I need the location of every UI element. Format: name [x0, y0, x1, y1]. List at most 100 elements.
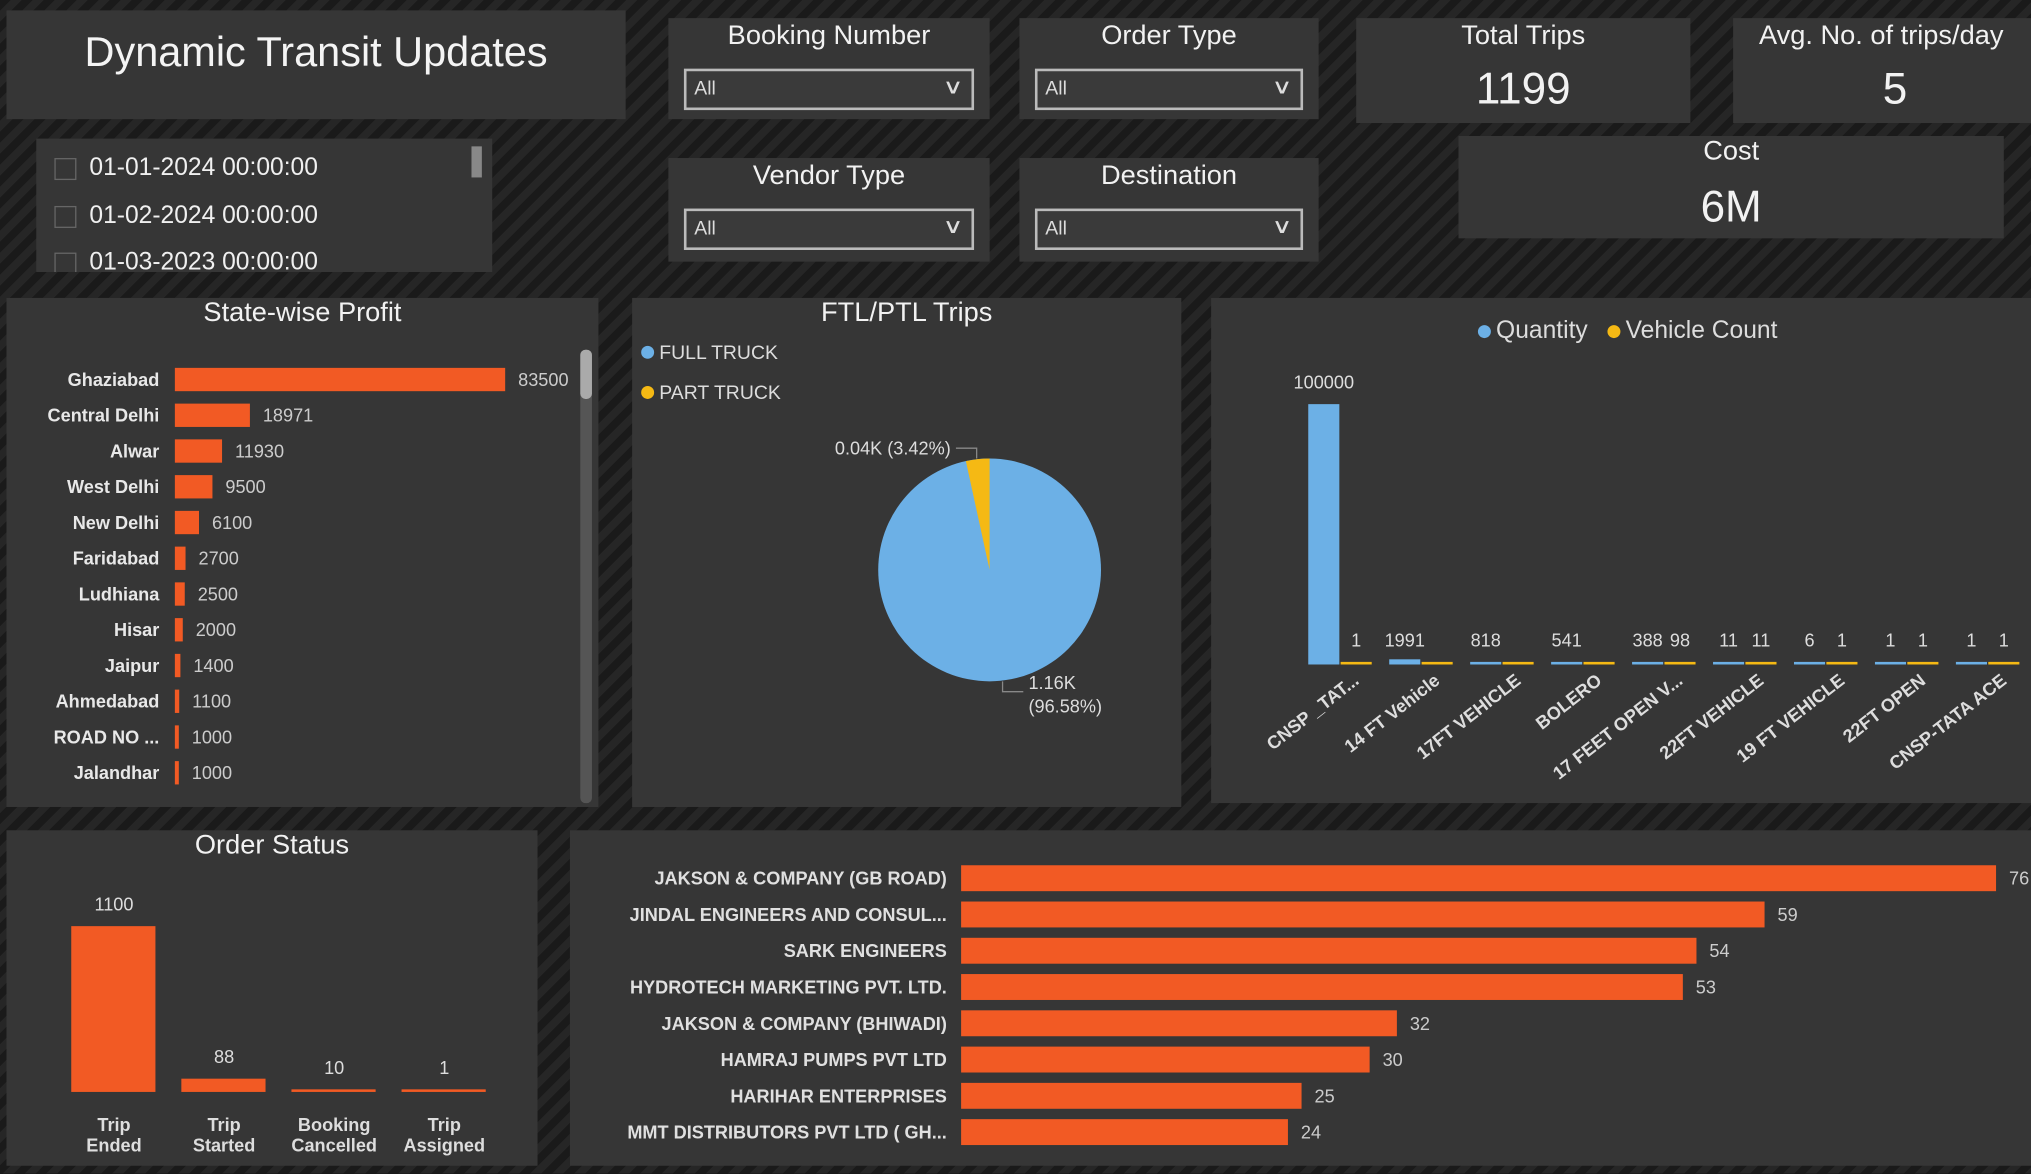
category-label: Alwar — [110, 441, 159, 461]
date-label: 01-01-2024 00:00:00 — [89, 154, 318, 182]
vehicle-count-label: 1 — [1837, 630, 1847, 650]
category-label: Cancelled — [291, 1136, 377, 1156]
category-label: Booking — [298, 1115, 371, 1135]
bar — [71, 926, 156, 1092]
bar — [174, 439, 223, 463]
pie-slice-full-truck — [878, 458, 1102, 682]
value-label: 18971 — [263, 406, 313, 426]
value-label: 83500 — [518, 370, 568, 390]
quantity-label: 11 — [1719, 630, 1738, 650]
bar — [961, 865, 1997, 892]
booking-number-filter: Booking Number All ∨ — [668, 18, 990, 120]
value-label: 6100 — [212, 513, 252, 533]
legend-dot — [641, 345, 655, 359]
vehicle-count-label: 1 — [1351, 630, 1361, 650]
page-title: Dynamic Transit Updates — [84, 28, 548, 76]
value-label: 32 — [1410, 1014, 1430, 1034]
bar — [961, 901, 1765, 928]
destination-filter: Destination All ∨ — [1019, 158, 1319, 262]
quantity-bar — [1551, 661, 1583, 665]
vehicle-count-bar — [1907, 661, 1939, 665]
title-panel: Dynamic Transit Updates — [6, 10, 626, 120]
value-label: 2000 — [196, 620, 236, 640]
value-label: 1000 — [192, 763, 232, 783]
chevron-down-icon: ∨ — [1271, 76, 1294, 99]
bar — [401, 1089, 486, 1092]
checkbox[interactable] — [54, 251, 77, 273]
quantity-bar — [1470, 661, 1502, 665]
value-label: 53 — [1696, 977, 1716, 997]
vehicle-count-label: 1 — [1999, 630, 2009, 650]
ftl-ptl-pie: FULL TRUCK PART TRUCK 0.04K (3.42%) 1.16K (9… — [641, 342, 1102, 716]
category-label: Ahmedabad — [56, 692, 160, 712]
bar — [174, 725, 179, 749]
vendor-panel: JAKSON & COMPANY (GB ROAD) 76 JINDAL ENGIN… — [569, 830, 2031, 1166]
legend-dot — [641, 385, 655, 399]
pie-slice-part-truck — [965, 458, 990, 570]
data-label: (96.58%) — [1028, 696, 1102, 716]
bar — [174, 761, 179, 785]
legend-dot — [1477, 325, 1491, 339]
category-label: Faridabad — [73, 549, 160, 569]
order-type-dropdown[interactable]: All ∨ — [1034, 68, 1304, 111]
category-label: New Delhi — [73, 513, 160, 533]
kpi-total-trips: Total Trips 1199 — [1356, 18, 1691, 124]
state-profit-panel: State-wise Profit Ghaziabad 83500 Central … — [6, 297, 599, 807]
scrollbar[interactable] — [580, 349, 592, 804]
vehicle-count-label: 1 — [1918, 630, 1928, 650]
kpi-label: Cost — [1703, 136, 1760, 166]
date-label: 01-02-2024 00:00:00 — [89, 202, 318, 230]
chart-title: State-wise Profit — [203, 297, 402, 328]
booking-number-dropdown[interactable]: All ∨ — [683, 68, 975, 111]
category-label: HYDROTECH MARKETING PVT. LTD. — [630, 977, 947, 997]
category-label: Ended — [86, 1136, 141, 1156]
bar — [961, 1010, 1397, 1037]
legend-dot — [1607, 325, 1621, 339]
kpi-cost: Cost 6M — [1458, 136, 2004, 239]
vendor-chart: JAKSON & COMPANY (GB ROAD) 76 JINDAL ENGIN… — [627, 865, 2029, 1146]
date-option[interactable]: 01-01-2024 00:00:00 — [54, 154, 318, 182]
bar — [291, 1089, 376, 1092]
category-label: ROAD NO ... — [54, 728, 160, 748]
quantity-bar — [1713, 661, 1745, 665]
value-label: 2700 — [198, 549, 238, 569]
category-label: JAKSON & COMPANY (GB ROAD) — [654, 869, 946, 889]
date-option[interactable]: 01-03-2023 00:00:00 — [54, 249, 318, 273]
date-slicer: 01-01-2024 00:00:00 01-02-2024 00:00:00 … — [36, 138, 493, 273]
destination-dropdown[interactable]: All ∨ — [1034, 208, 1304, 250]
vehicle-count-label: 11 — [1752, 630, 1771, 650]
vehicle-count-bar — [1826, 661, 1858, 665]
legend-label: Quantity — [1496, 317, 1588, 344]
vendor-type-dropdown[interactable]: All ∨ — [683, 208, 975, 250]
legend-label: PART TRUCK — [659, 382, 781, 404]
category-label: Trip — [428, 1115, 461, 1135]
kpi-value: 1199 — [1475, 64, 1571, 114]
bar — [961, 1119, 1288, 1146]
category-label: SARK ENGINEERS — [784, 941, 947, 961]
date-option[interactable]: 01-02-2024 00:00:00 — [54, 202, 318, 230]
bar — [174, 510, 199, 535]
filter-label: Vendor Type — [752, 160, 906, 191]
category-label: HARIHAR ENTERPRISES — [730, 1086, 947, 1106]
checkbox[interactable] — [54, 157, 77, 180]
value-label: 30 — [1383, 1050, 1403, 1070]
kpi-label: Total Trips — [1461, 20, 1586, 51]
vehicle-count-bar — [1421, 661, 1453, 665]
category-label: MMT DISTRIBUTORS PVT LTD ( GH... — [627, 1123, 947, 1143]
checkbox[interactable] — [54, 205, 77, 228]
order-status-panel: Order Status 1100 Trip Ended 88 Trip Started 1… — [6, 830, 538, 1166]
chevron-down-icon: ∨ — [1271, 216, 1294, 239]
scrollbar[interactable] — [471, 146, 482, 178]
data-label: 1.16K — [1028, 673, 1075, 693]
category-label: Trip — [207, 1115, 240, 1135]
bar — [174, 475, 213, 499]
leader-line — [1001, 681, 1024, 693]
category-label: Jalandhar — [74, 763, 160, 783]
category-label: Ludhiana — [79, 585, 160, 605]
bar — [174, 618, 183, 642]
bar — [181, 1078, 266, 1092]
bar — [174, 367, 506, 392]
value-label: 11930 — [235, 441, 284, 461]
vehicle-count-bar — [1664, 661, 1696, 665]
